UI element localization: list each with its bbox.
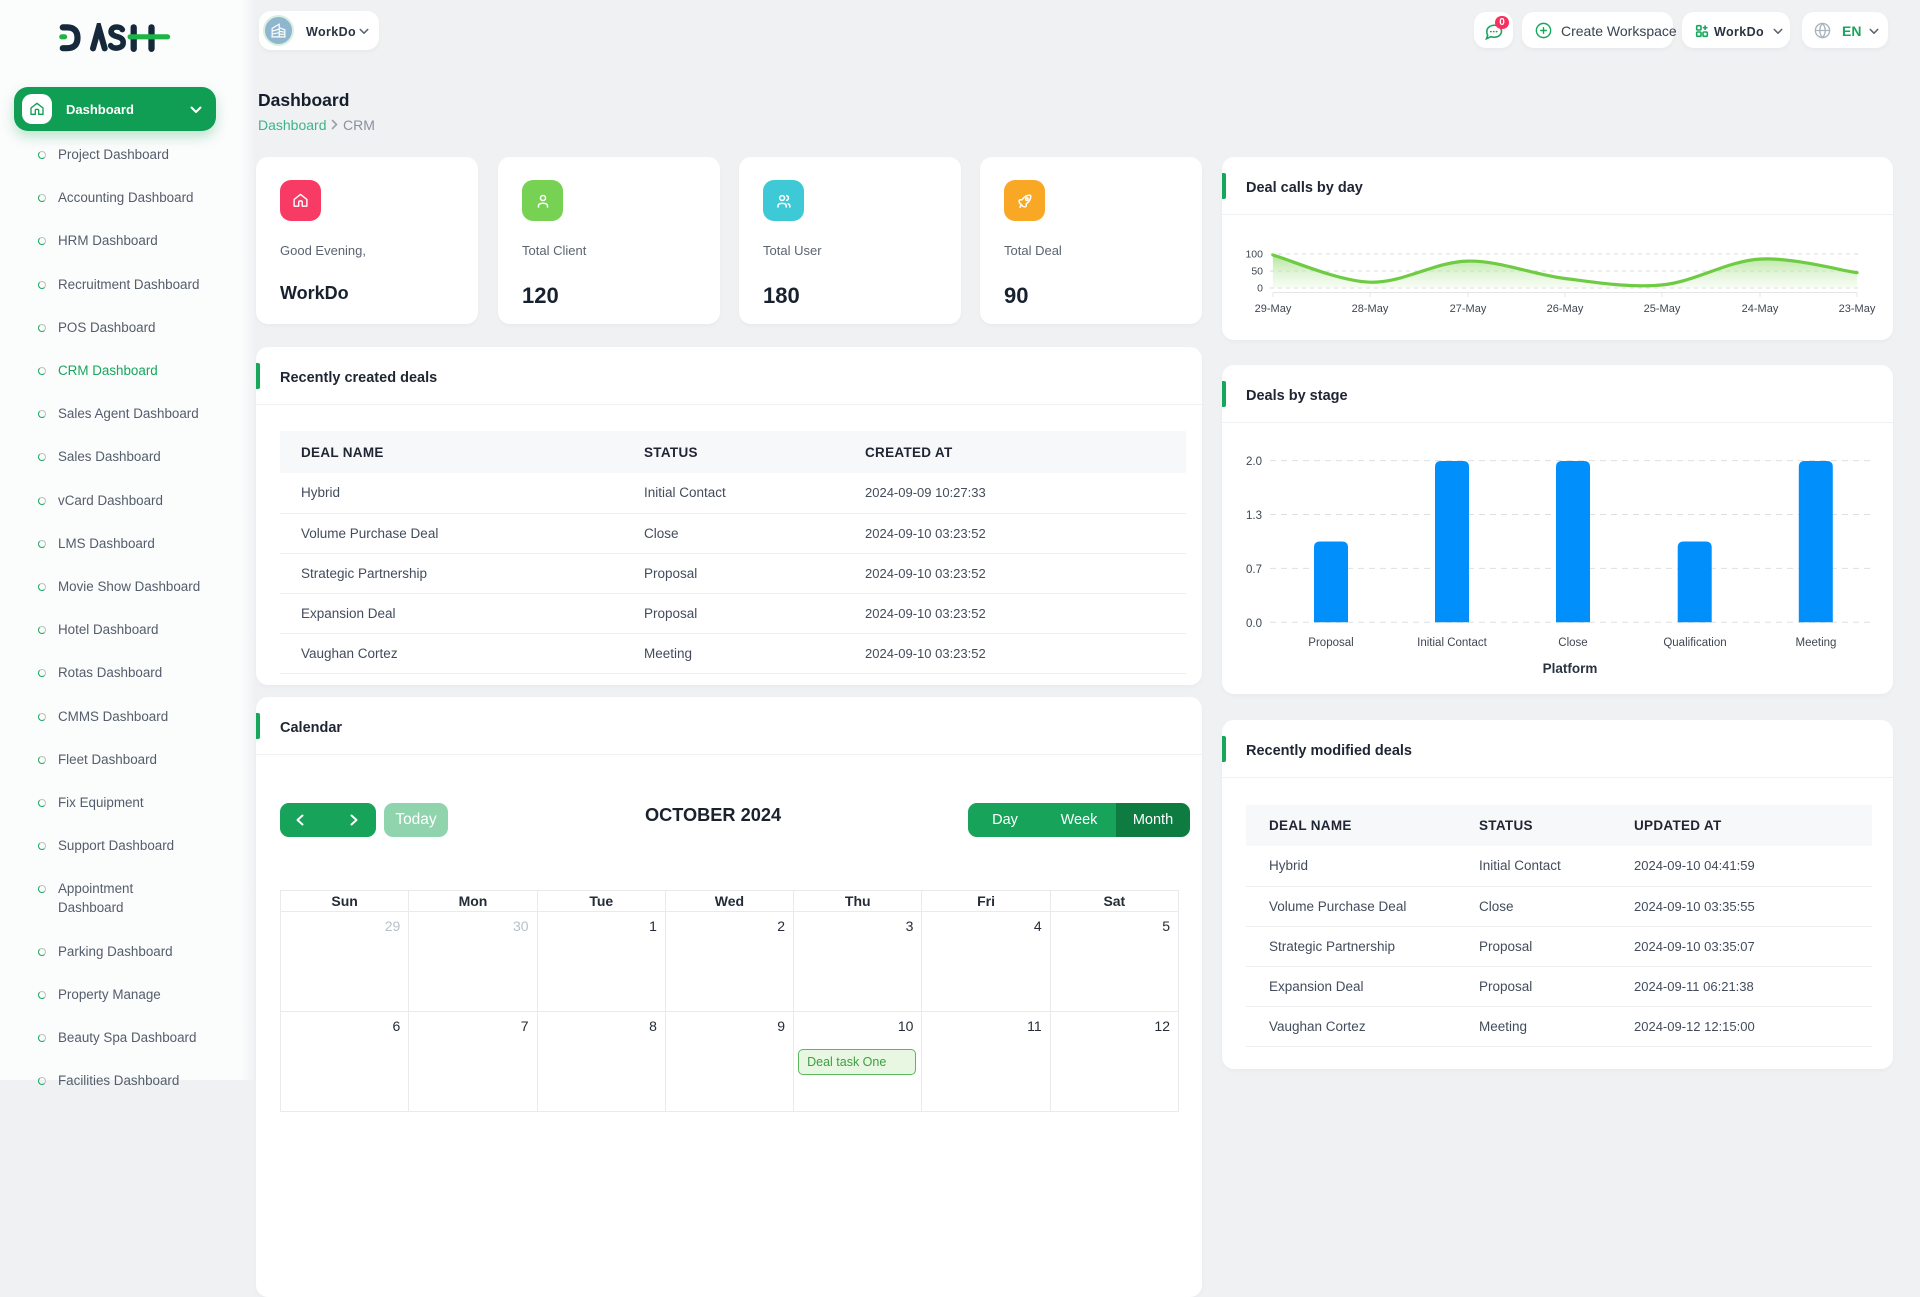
- svg-text:0.0: 0.0: [1246, 618, 1262, 630]
- svg-text:Qualification: Qualification: [1663, 637, 1726, 649]
- svg-text:100: 100: [1245, 249, 1263, 261]
- svg-text:Platform: Platform: [1543, 661, 1598, 676]
- svg-text:Meeting: Meeting: [1796, 637, 1837, 649]
- svg-text:Initial Contact: Initial Contact: [1417, 637, 1487, 649]
- svg-text:2.0: 2.0: [1246, 456, 1262, 468]
- svg-text:1.3: 1.3: [1246, 510, 1262, 522]
- svg-text:29-May: 29-May: [1255, 303, 1292, 315]
- svg-text:28-May: 28-May: [1352, 303, 1389, 315]
- svg-text:24-May: 24-May: [1742, 303, 1779, 315]
- svg-text:Proposal: Proposal: [1308, 637, 1353, 649]
- svg-text:0: 0: [1257, 283, 1263, 295]
- svg-text:0.7: 0.7: [1246, 564, 1262, 576]
- svg-text:25-May: 25-May: [1644, 303, 1681, 315]
- svg-text:Close: Close: [1558, 637, 1587, 649]
- svg-text:26-May: 26-May: [1547, 303, 1584, 315]
- svg-text:27-May: 27-May: [1450, 303, 1487, 315]
- svg-text:50: 50: [1251, 266, 1263, 278]
- svg-text:23-May: 23-May: [1839, 303, 1876, 315]
